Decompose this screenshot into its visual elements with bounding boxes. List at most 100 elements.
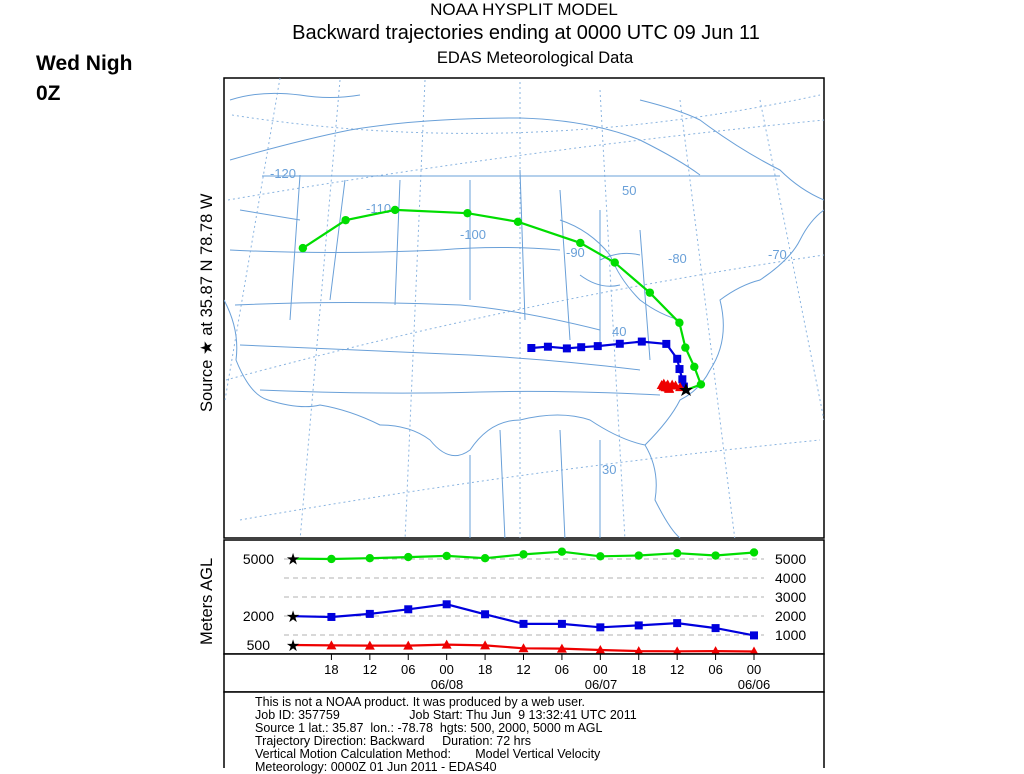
map-point-5000 (675, 318, 684, 327)
info-frame (223, 691, 825, 768)
altitude-axis-label: Meters AGL (198, 558, 216, 645)
altitude-point-5000 (480, 554, 490, 563)
source-star-map (679, 383, 693, 396)
altitude-point-500 (480, 640, 491, 650)
altitude-left-ticks: 5000 2000 500 (243, 551, 274, 653)
altitude-point-5000 (634, 551, 643, 560)
date-label-0606: 06/06 (738, 677, 771, 692)
map-point-2000 (679, 382, 688, 391)
date-label-0608: 06/08 (431, 677, 464, 692)
time-axis-ticks: 18 12 06 00 18 12 06 00 18 12 06 00 (324, 654, 761, 677)
map-point-2000 (678, 375, 687, 384)
map-point-500 (664, 383, 675, 393)
left-tick-2000: 2000 (243, 608, 274, 624)
altitude-point-5000 (557, 547, 567, 556)
source-star-2000: ★ (286, 609, 300, 626)
altitude-point-5000 (519, 550, 528, 559)
footer-direction: Trajectory Direction: Backward Duration:… (255, 734, 532, 748)
altitude-point-2000 (404, 605, 413, 614)
source-location-label: Source ★ at 35.87 N 78.78 W (198, 193, 216, 412)
altitude-point-2000 (519, 619, 528, 628)
lon-label-100: -100 (460, 227, 486, 242)
map-borders (224, 92, 824, 538)
slide-label-time: 0Z (36, 82, 61, 105)
time-tick-label: 00 (593, 662, 607, 677)
time-tick-label: 00 (439, 662, 453, 677)
altitude-point-5000 (749, 548, 759, 557)
altitude-point-500 (711, 646, 720, 654)
map-basemap: -120 -110 -100 -90 -80 -70 50 40 30 (224, 78, 824, 538)
altitude-point-5000 (596, 552, 605, 561)
lon-label-80: -80 (668, 251, 687, 266)
altitude-point-5000 (442, 551, 451, 561)
time-tick-label: 12 (363, 662, 377, 677)
map-point-2000 (562, 344, 571, 353)
altitude-point-500 (672, 646, 682, 654)
map-point-5000 (463, 208, 472, 218)
right-tick-2000: 2000 (775, 608, 806, 624)
altitude-point-500 (364, 640, 375, 650)
altitude-point-500 (518, 643, 529, 653)
altitude-point-500 (403, 640, 414, 650)
time-tick-label: 18 (478, 662, 492, 677)
right-tick-1000: 1000 (775, 627, 806, 643)
source-star-500: ★ (286, 638, 300, 655)
altitude-point-2000 (442, 600, 451, 609)
altitude-gridlines (284, 558, 764, 636)
altitude-point-2000 (673, 619, 682, 628)
footer-vertical-motion: Vertical Motion Calculation Method: Mode… (255, 747, 601, 761)
altitude-point-500 (326, 640, 337, 650)
altitude-right-ticks: 5000 4000 3000 2000 1000 (775, 551, 806, 643)
altitude-point-2000 (750, 631, 758, 640)
altitude-point-500 (441, 639, 452, 649)
altitude-point-2000 (365, 609, 374, 618)
right-tick-4000: 4000 (775, 570, 806, 586)
map-point-2000 (615, 339, 624, 348)
map-point-2000 (593, 342, 602, 351)
chart-subtitle: EDAS Meteorological Data (437, 49, 634, 67)
map-point-5000 (610, 258, 619, 267)
map-point-5000 (298, 243, 308, 253)
altitude-point-2000 (557, 619, 566, 628)
map-trajectories (298, 205, 706, 393)
map-point-5000 (645, 288, 655, 297)
map-point-5000 (341, 215, 350, 225)
source-star-5000: ★ (286, 552, 300, 569)
time-tick-label: 06 (708, 662, 722, 677)
altitude-point-2000 (481, 610, 490, 619)
map-point-5000 (696, 380, 706, 389)
date-labels: 06/08 06/07 06/06 (431, 677, 771, 692)
altitude-point-500 (556, 643, 567, 653)
lat-label-40: 40 (612, 324, 626, 339)
chart-title: Backward trajectories ending at 0000 UTC… (292, 22, 760, 44)
altitude-point-2000 (634, 621, 643, 630)
model-title: NOAA HYSPLIT MODEL (430, 0, 618, 19)
time-tick-label: 18 (324, 662, 338, 677)
lon-label-70: -70 (768, 247, 787, 262)
time-tick-label: 18 (632, 662, 646, 677)
altitude-point-2000 (327, 612, 336, 621)
map-point-2000 (577, 343, 586, 352)
altitude-point-500 (749, 646, 759, 654)
lat-label-50: 50 (622, 183, 636, 198)
altitude-point-5000 (327, 554, 336, 564)
altitude-trajectories (292, 547, 759, 654)
altitude-point-500 (595, 644, 606, 654)
lon-label-90: -90 (566, 245, 585, 260)
map-point-5000 (576, 238, 585, 248)
footer-source: Source 1 lat.: 35.87 lon.: -78.78 hgts: … (255, 721, 603, 735)
left-tick-5000: 5000 (243, 551, 274, 567)
right-tick-3000: 3000 (775, 589, 806, 605)
map-point-2000 (673, 354, 682, 363)
lat-label-30: 30 (602, 462, 616, 477)
time-tick-label: 12 (516, 662, 530, 677)
map-point-2000 (527, 344, 536, 353)
altitude-point-2000 (596, 623, 605, 632)
footer-disclaimer: This is not a NOAA product. It was produ… (255, 695, 586, 709)
map-grid-labels: -120 -110 -100 -90 -80 -70 50 40 30 (270, 166, 787, 477)
map-point-5000 (513, 217, 523, 227)
altitude-point-2000 (711, 624, 720, 633)
map-point-2000 (675, 365, 684, 374)
map-point-2000 (662, 339, 671, 348)
